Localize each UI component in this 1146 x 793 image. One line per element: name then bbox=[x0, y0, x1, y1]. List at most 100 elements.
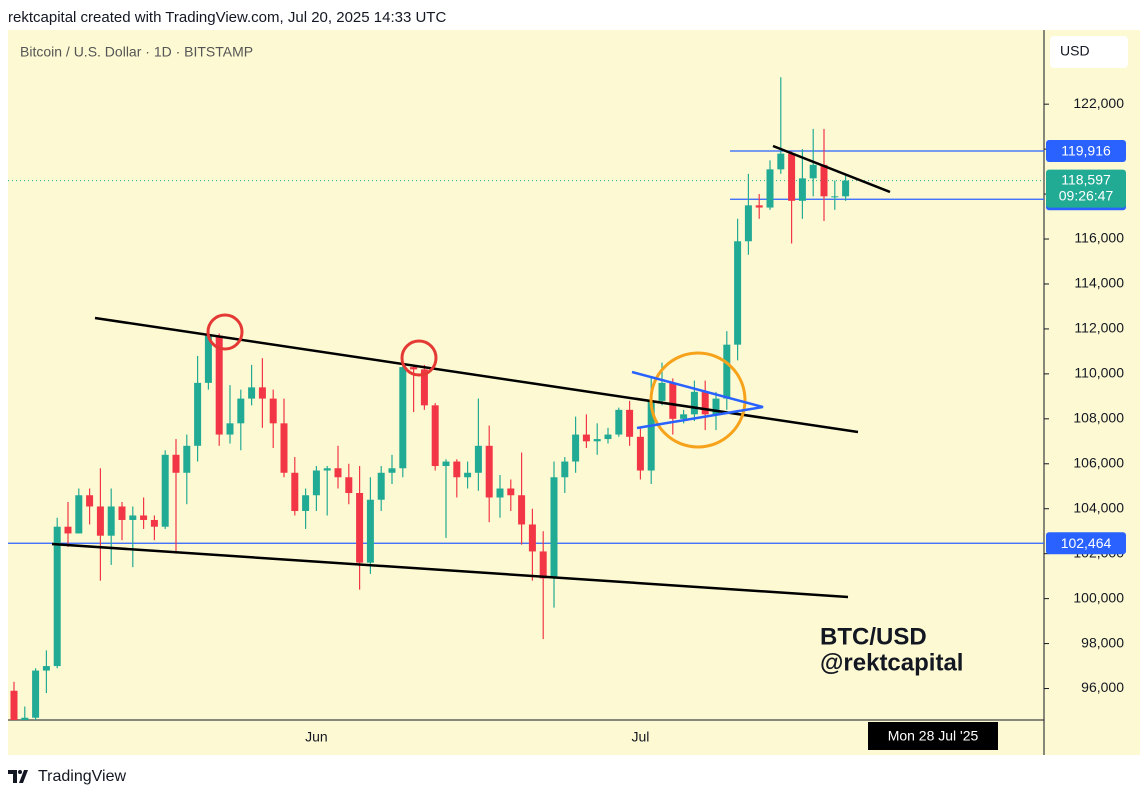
candle-body bbox=[75, 495, 83, 534]
plot-area bbox=[8, 77, 1044, 720]
footer-brand: TradingView bbox=[38, 768, 126, 785]
symbol-title: Bitcoin / U.S. Dollar · 1D · BITSTAMP bbox=[20, 44, 253, 60]
y-tick-label: 110,000 bbox=[1074, 365, 1124, 381]
candle-body bbox=[798, 178, 806, 201]
candle-body bbox=[64, 526, 72, 534]
candle-body bbox=[96, 506, 104, 536]
level-price-label: 102,464 bbox=[1061, 535, 1112, 551]
candle-body bbox=[21, 717, 29, 720]
tv-logo bbox=[8, 770, 28, 783]
candle-body bbox=[42, 666, 50, 671]
candle-body bbox=[410, 367, 418, 370]
cursor-box bbox=[868, 722, 998, 750]
candle-body bbox=[712, 398, 720, 415]
y-tick-label: 106,000 bbox=[1073, 454, 1124, 470]
candle-body bbox=[615, 409, 623, 435]
last-price-label: 118,597 bbox=[1061, 171, 1111, 187]
level-price-box bbox=[1046, 532, 1126, 555]
last-price-box bbox=[1046, 169, 1126, 208]
candle-body bbox=[345, 477, 353, 493]
candle-body bbox=[388, 468, 396, 473]
candle-body bbox=[107, 506, 115, 536]
drawings bbox=[51, 144, 891, 599]
candle-body bbox=[669, 382, 677, 419]
candle-body bbox=[53, 526, 61, 667]
trendline bbox=[51, 542, 849, 599]
candle-body bbox=[86, 495, 94, 507]
candle-body bbox=[118, 506, 126, 520]
candle-body bbox=[561, 461, 569, 478]
candle-body bbox=[496, 488, 504, 498]
candle-body bbox=[194, 382, 202, 446]
candle-body bbox=[215, 335, 223, 435]
level-price-box bbox=[1046, 140, 1126, 163]
highlight-circle bbox=[206, 313, 244, 351]
candle-body bbox=[766, 169, 774, 208]
candle-body bbox=[528, 524, 536, 552]
candle-body bbox=[323, 468, 331, 471]
candle-body bbox=[734, 241, 742, 345]
candle-body bbox=[842, 180, 850, 197]
candle-body bbox=[582, 434, 590, 442]
candle-body bbox=[302, 495, 310, 511]
candle-body bbox=[377, 472, 385, 500]
candle-body bbox=[723, 344, 731, 399]
y-tick-label: 116,000 bbox=[1074, 230, 1124, 246]
candle-body bbox=[280, 423, 288, 473]
candle-body bbox=[150, 519, 158, 527]
highlight-circle bbox=[649, 351, 747, 449]
candle-body bbox=[593, 439, 601, 442]
candle-body bbox=[658, 382, 666, 401]
x-tick-label: Jul bbox=[631, 729, 649, 745]
candle-body bbox=[701, 391, 709, 415]
candle-body bbox=[258, 387, 266, 399]
candle-body bbox=[226, 423, 234, 435]
candle-body bbox=[356, 492, 364, 563]
candle-body bbox=[140, 515, 148, 520]
candle-body bbox=[788, 153, 796, 201]
candle-body bbox=[507, 488, 515, 496]
candle-body bbox=[420, 369, 428, 406]
tv-logo-dot bbox=[18, 770, 22, 774]
candle-body bbox=[237, 398, 245, 424]
candle-body bbox=[442, 461, 450, 467]
candle-body bbox=[161, 454, 169, 527]
candle-body bbox=[680, 414, 688, 419]
y-tick-label: 96,000 bbox=[1081, 679, 1124, 695]
y-tick-label: 112,000 bbox=[1074, 320, 1124, 336]
y-tick-label: 108,000 bbox=[1073, 410, 1124, 426]
countdown-label: 09:26:47 bbox=[1059, 187, 1114, 203]
candle-body bbox=[32, 670, 40, 718]
candle-body bbox=[399, 367, 407, 469]
y-tick-label: 114,000 bbox=[1074, 275, 1124, 291]
candle-body bbox=[485, 445, 493, 498]
candle-body bbox=[809, 164, 817, 179]
candle-body bbox=[453, 461, 461, 478]
trendline bbox=[772, 144, 891, 194]
tv-logo-icon bbox=[8, 770, 28, 783]
candle-body bbox=[647, 400, 655, 471]
candle-body bbox=[183, 445, 191, 473]
candle-body bbox=[777, 153, 785, 170]
y-tick-label: 104,000 bbox=[1073, 499, 1124, 515]
highlight-circle bbox=[400, 339, 438, 377]
candle-body bbox=[820, 164, 828, 197]
header-text: rektcapital created with TradingView.com… bbox=[8, 9, 446, 26]
candle-body bbox=[291, 472, 299, 511]
triangle-pattern bbox=[631, 370, 764, 430]
cursor-label: Mon 28 Jul '25 bbox=[888, 728, 979, 744]
candle-body bbox=[831, 196, 839, 198]
x-tick-label: Jun bbox=[305, 729, 328, 745]
candle-body bbox=[690, 391, 698, 415]
candle-body bbox=[431, 405, 439, 467]
candle-body bbox=[518, 495, 526, 525]
annotation: BTC/USD bbox=[820, 623, 927, 650]
candle-body bbox=[474, 445, 482, 473]
candle-body bbox=[334, 468, 342, 478]
chart-bg bbox=[8, 30, 1140, 755]
candle-body bbox=[604, 434, 612, 440]
candle-body bbox=[312, 470, 320, 496]
candle-body bbox=[204, 335, 212, 383]
candle-body bbox=[626, 409, 634, 437]
